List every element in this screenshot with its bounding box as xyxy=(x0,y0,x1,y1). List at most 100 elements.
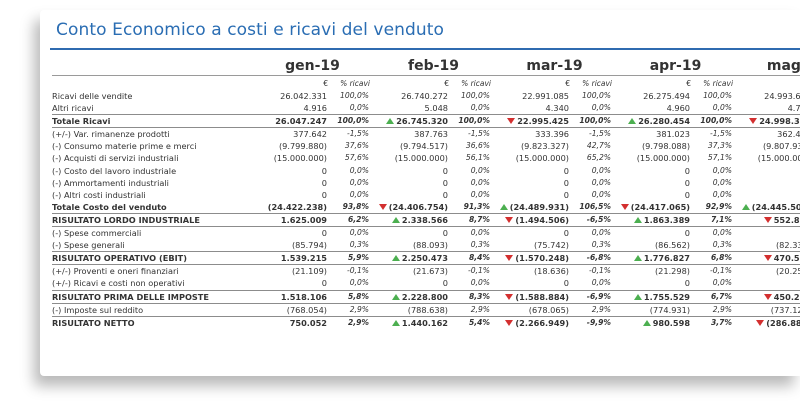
value-text: 387.763 xyxy=(414,129,448,140)
value-text: (21.109) xyxy=(291,266,327,277)
unit-header: € xyxy=(494,75,573,90)
row-label: (-) Ammortamenti industriali xyxy=(52,177,169,188)
value-cell: (82.339) xyxy=(736,239,800,252)
table-row: (-) Consumo materie prime e merci (9.799.… xyxy=(52,140,800,152)
value-text: 24.993.625 xyxy=(764,91,800,101)
value-cell: 0 xyxy=(736,177,800,189)
percent-cell: 100,0% xyxy=(331,114,373,128)
value-cell: 0 xyxy=(373,165,452,177)
triangle-up-icon xyxy=(391,293,400,300)
value-text: (21.298) xyxy=(654,266,691,277)
page-title: Conto Economico a costi e ricavi del ven… xyxy=(56,20,445,40)
value-text: 0 xyxy=(684,177,691,188)
percent-cell: 100,0% xyxy=(694,114,737,128)
value-text: 1.539.215 xyxy=(280,253,327,264)
percent-cell: 0,0% xyxy=(712,177,733,187)
value-text: (88.093) xyxy=(412,240,448,251)
value-cell: 0 xyxy=(494,277,573,290)
value-text: (82.339) xyxy=(775,240,800,251)
row-label: (-) Altri costi industriali xyxy=(52,189,146,200)
value-cell: 2.250.473 xyxy=(373,251,452,265)
title-divider xyxy=(50,48,800,50)
value-cell: 0 xyxy=(373,189,452,201)
value-text: 4.916 xyxy=(303,103,327,114)
row-label: (+/-) Var. rimanenze prodotti xyxy=(52,127,252,141)
value-text: 0 xyxy=(684,228,691,239)
value-text: 450.241 xyxy=(773,291,800,302)
units-header-row: € % ricavi € % ricavi € % ricavi € % ric… xyxy=(52,75,800,90)
value-text: 1.440.162 xyxy=(401,317,448,328)
percent-cell: 0,0% xyxy=(349,103,369,113)
header-spacer xyxy=(52,57,252,76)
value-text: (1.588.884) xyxy=(515,291,569,302)
table-row: (+/-) Ricavi e costi non operativi 0 0,0% 0… xyxy=(52,277,800,290)
value-text: (768.054) xyxy=(286,304,327,315)
value-text: 381.023 xyxy=(656,129,691,140)
percent-cell: 2,9% xyxy=(331,315,373,329)
value-cell: 0 xyxy=(494,165,573,177)
percent-cell: 37,3% xyxy=(707,141,733,151)
percent-cell: 5,8% xyxy=(331,289,373,304)
percent-cell: 0,0% xyxy=(712,165,733,175)
value-text: (286.884) xyxy=(766,317,800,328)
value-cell: (1.588.884) xyxy=(494,289,573,304)
value-cell: 26.047.247 xyxy=(252,114,331,128)
value-cell: (9.823.327) xyxy=(494,140,573,152)
triangle-down-icon xyxy=(507,118,516,125)
value-cell: (21.298) xyxy=(615,264,695,278)
value-cell: 0 xyxy=(373,277,452,290)
value-cell: 470.500 xyxy=(736,251,800,265)
value-text: (15.000.000) xyxy=(394,153,448,164)
value-text: 2.228.800 xyxy=(401,291,448,302)
pct-header: % ricavi xyxy=(452,75,494,90)
value-text: 0 xyxy=(563,189,569,200)
percent-cell: 7,1% xyxy=(694,212,737,227)
percent-cell: 91,3% xyxy=(463,201,490,211)
value-text: 1.863.389 xyxy=(643,214,691,225)
value-text: (788.638) xyxy=(407,304,448,315)
percent-cell: 0,0% xyxy=(712,278,733,288)
unit-header: € xyxy=(615,75,695,90)
value-text: 1.755.529 xyxy=(643,291,691,302)
value-text: (20.259) xyxy=(775,266,800,277)
value-cell: (9.799.880) xyxy=(252,140,331,152)
value-text: (21.673) xyxy=(412,266,448,277)
value-text: 552.839 xyxy=(773,214,800,225)
pct-header: % ricavi xyxy=(694,75,737,90)
value-cell: (15.000.000) xyxy=(252,152,331,164)
header-spacer xyxy=(52,75,252,90)
value-text: 0 xyxy=(684,189,691,200)
value-text: 980.598 xyxy=(652,317,691,328)
row-label: (-) Acquisti di servizi industriali xyxy=(52,153,179,164)
row-label: Totale Costo del venduto xyxy=(52,201,167,212)
value-text: 1.625.009 xyxy=(280,214,327,225)
income-statement-card: Conto Economico a costi e ricavi del ven… xyxy=(40,10,800,376)
triangle-down-icon xyxy=(505,216,514,223)
value-cell: 980.598 xyxy=(615,315,695,329)
percent-cell: 8,7% xyxy=(452,212,494,227)
value-cell: 387.763 xyxy=(373,127,452,141)
income-statement-table: gen-19 feb-19 mar-19 apr-19 mag-19 € % r… xyxy=(52,57,800,329)
percent-cell: 0,0% xyxy=(349,189,369,199)
value-text: 0 xyxy=(684,278,691,289)
value-cell: 0 xyxy=(252,277,331,290)
value-text: 26.280.454 xyxy=(638,116,691,127)
value-text: 26.275.494 xyxy=(643,91,691,101)
percent-cell: 6,2% xyxy=(331,212,373,227)
value-text: (15.000.000) xyxy=(273,153,327,164)
value-cell: 2.228.800 xyxy=(373,289,452,304)
triangle-up-icon xyxy=(386,118,395,125)
value-cell: 4.916 xyxy=(252,102,331,115)
value-text: 26.740.272 xyxy=(401,91,448,101)
value-cell: 0 xyxy=(494,177,573,189)
triangle-up-icon xyxy=(391,255,400,262)
month-header: apr-19 xyxy=(649,58,702,74)
table-row: (-) Acquisti di servizi industriali (15.0… xyxy=(52,152,800,164)
table-row: Altri ricavi 4.916 0,0% 5.048 0,0% 4.340 0,0% 4… xyxy=(52,102,800,115)
value-text: 2.250.473 xyxy=(401,253,448,264)
value-cell: (24.489.931) xyxy=(494,201,573,214)
value-cell: 26.275.494 xyxy=(615,90,694,102)
value-cell: 0 xyxy=(494,189,573,201)
value-text: 0 xyxy=(442,228,448,239)
triangle-down-icon xyxy=(505,255,514,262)
